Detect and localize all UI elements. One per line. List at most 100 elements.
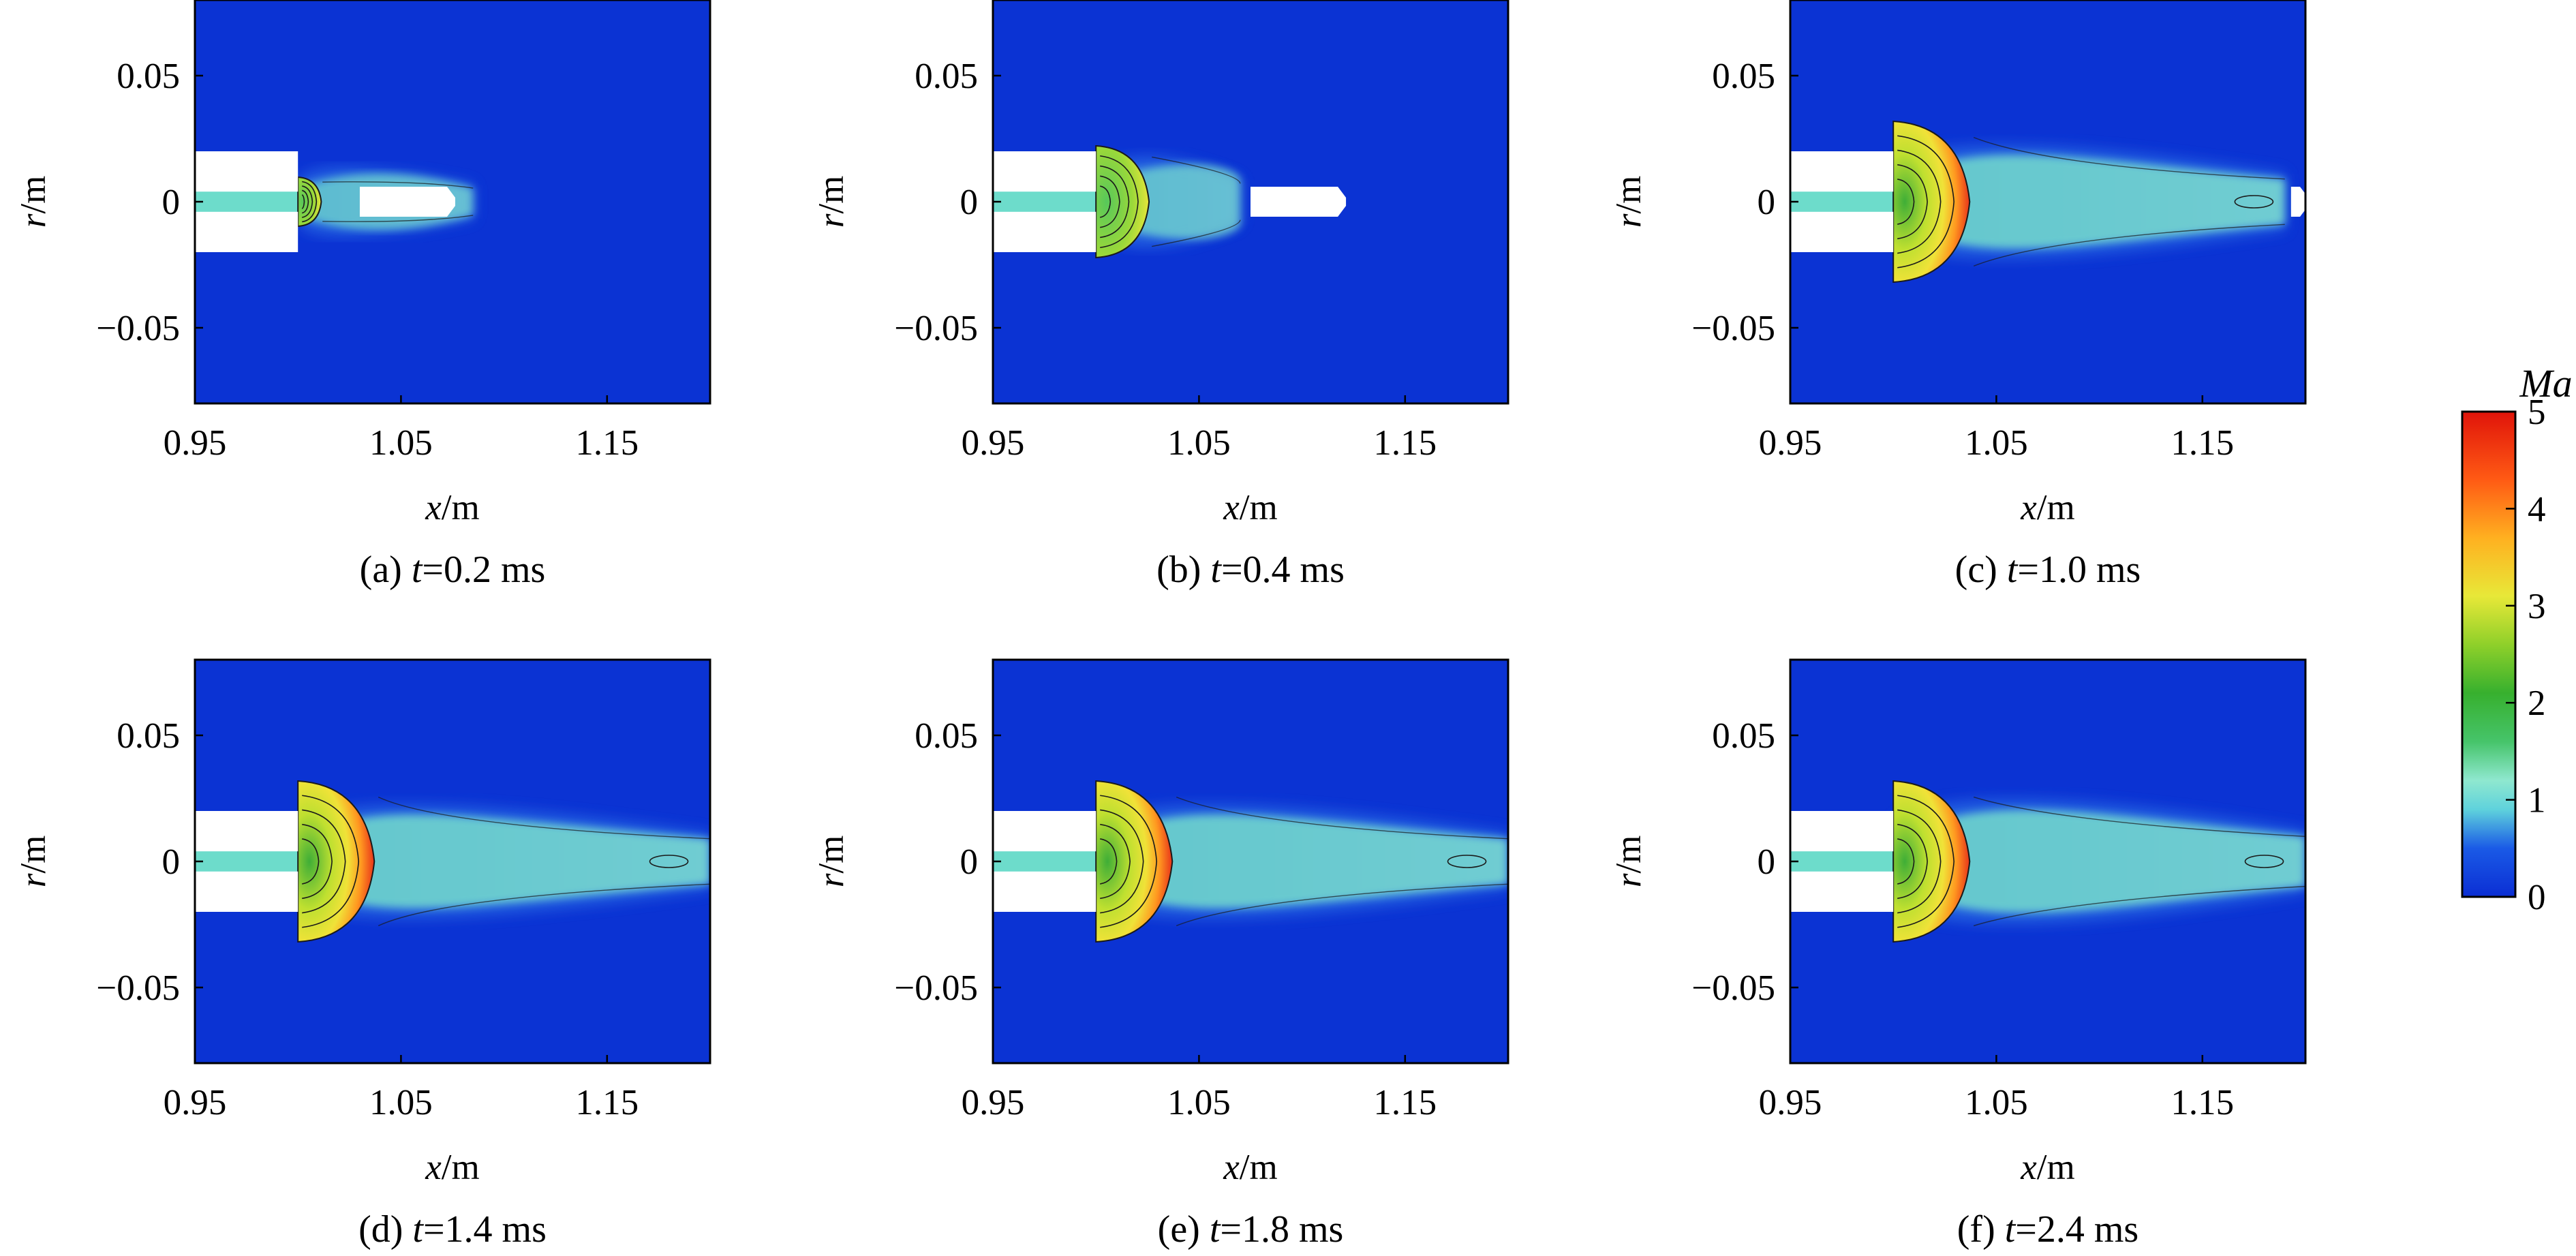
contour-line (1100, 838, 1118, 885)
x-tick-label: 1.15 (1373, 1083, 1437, 1122)
chart-panels: 0.95 1.05 1.15 0.05 0 −0.05 x/m r/m (a) t=0.2 ms… (14, 0, 2307, 1251)
contour-line (302, 809, 346, 914)
contour-line (1100, 809, 1144, 914)
contour-line (301, 194, 305, 209)
nozzle-wall-lower (195, 871, 298, 912)
contour-line (301, 189, 309, 214)
mach-field (1790, 660, 2305, 1063)
panel-caption: (c) t=1.0 ms (1955, 549, 2141, 591)
nozzle-wall-upper (993, 151, 1097, 192)
mach-disk (297, 176, 322, 228)
colorbar-tick-label: 3 (2528, 587, 2546, 626)
x-tick-label: 1.05 (1167, 1083, 1231, 1122)
shear-contour (1152, 156, 1241, 247)
contour-line (1100, 795, 1158, 928)
shear-contour (1973, 136, 2285, 267)
shear-contour (1973, 796, 2305, 927)
contour-island (649, 855, 689, 868)
panel-caption: (e) t=1.8 ms (1158, 1208, 1344, 1251)
colorbar-tick-label: 5 (2528, 393, 2546, 432)
x-axis-label: x/m (1223, 488, 1277, 527)
contour-line (1897, 838, 1915, 885)
y-tick-label: 0.05 (915, 57, 978, 96)
projectile (359, 187, 455, 217)
contour-line (1897, 179, 1915, 225)
x-tick-label: 1.05 (1167, 423, 1231, 463)
mach-field (195, 0, 710, 403)
panel-caption: (f) t=2.4 ms (1957, 1208, 2138, 1251)
y-tick-label: −0.05 (894, 968, 978, 1008)
contour-line (1100, 175, 1120, 228)
x-tick-label: 0.95 (1759, 1083, 1822, 1122)
contour-line (302, 823, 333, 900)
nozzle-wall-lower (993, 871, 1097, 912)
x-tick-label: 1.05 (1965, 423, 2028, 463)
contour-line (1100, 185, 1111, 218)
colorbar-tick-label: 1 (2528, 781, 2546, 821)
y-tick-label: −0.05 (96, 309, 180, 348)
nozzle-core-stream (1790, 189, 1894, 214)
x-tick-label: 1.05 (369, 1083, 433, 1122)
x-tick-label: 1.15 (575, 1083, 639, 1122)
x-axis-label: x/m (1223, 1148, 1277, 1187)
contour-island (2234, 195, 2274, 209)
contour-line (302, 185, 313, 218)
projectile (2290, 187, 2305, 217)
panel-caption: (b) t=0.4 ms (1156, 549, 1345, 591)
nozzle-core-stream (195, 849, 298, 874)
x-tick-label: 0.95 (1759, 423, 1822, 463)
contour-line (302, 181, 318, 223)
plume-core (1893, 155, 2285, 249)
panel-a: 0.95 1.05 1.15 0.05 0 −0.05 x/m r/m (a) t=0.2 ms (14, 0, 711, 591)
x-tick-label: 0.95 (164, 423, 227, 463)
nozzle-core-stream (993, 189, 1097, 214)
contour-line (1897, 795, 1955, 928)
contour-line (1897, 149, 1942, 254)
plume-core (298, 814, 710, 908)
mach-field (1790, 0, 2305, 403)
nozzle-wall-lower (993, 211, 1097, 252)
x-axis-label: x/m (425, 1148, 479, 1187)
contour-line (1897, 135, 1955, 269)
y-tick-label: 0 (162, 842, 181, 882)
mach-field (993, 0, 1508, 403)
contour-line (1897, 809, 1942, 914)
y-tick-label: −0.05 (96, 968, 180, 1008)
colorbar: Ma5 4 3 2 1 0 (2461, 361, 2573, 917)
x-tick-label: 1.15 (2171, 1083, 2234, 1122)
y-tick-label: 0 (960, 183, 979, 222)
y-axis-label: r/m (14, 176, 53, 228)
colorbar-title: Ma (2519, 361, 2572, 405)
y-tick-label: 0.05 (117, 57, 180, 96)
contour-island (2244, 855, 2284, 868)
y-axis-label: r/m (14, 836, 53, 888)
x-tick-label: 0.95 (962, 423, 1025, 463)
y-tick-label: −0.05 (894, 309, 978, 348)
y-tick-label: 0 (162, 183, 181, 222)
x-axis-label: x/m (2020, 1148, 2074, 1187)
nozzle-wall-upper (993, 811, 1097, 852)
mach-field (195, 660, 710, 1063)
colorbar-tick-label: 4 (2528, 489, 2546, 529)
y-tick-label: 0 (960, 842, 979, 882)
nozzle-core-stream (1790, 849, 1894, 874)
y-axis-label: r/m (812, 176, 851, 228)
panel-c: 0.95 1.05 1.15 0.05 0 −0.05 x/m r/m (c) t=1.0 ms (1609, 0, 2307, 591)
plume-core (1096, 814, 1508, 908)
mach-disk (1095, 780, 1174, 943)
y-tick-label: 0.05 (915, 716, 978, 756)
contour-island (1447, 855, 1487, 868)
mach-disk (1095, 144, 1150, 259)
y-axis-label: r/m (1609, 836, 1649, 888)
panel-caption: (d) t=1.4 ms (358, 1208, 547, 1251)
x-tick-label: 1.05 (369, 423, 433, 463)
nozzle-core-stream (993, 849, 1097, 874)
nozzle-wall-upper (1790, 811, 1894, 852)
mach-field (993, 660, 1508, 1063)
mach-disk (297, 780, 375, 943)
x-tick-label: 1.05 (1965, 1083, 2028, 1122)
contour-line (1100, 165, 1130, 239)
contour-line (1897, 823, 1928, 900)
x-tick-label: 0.95 (164, 1083, 227, 1122)
